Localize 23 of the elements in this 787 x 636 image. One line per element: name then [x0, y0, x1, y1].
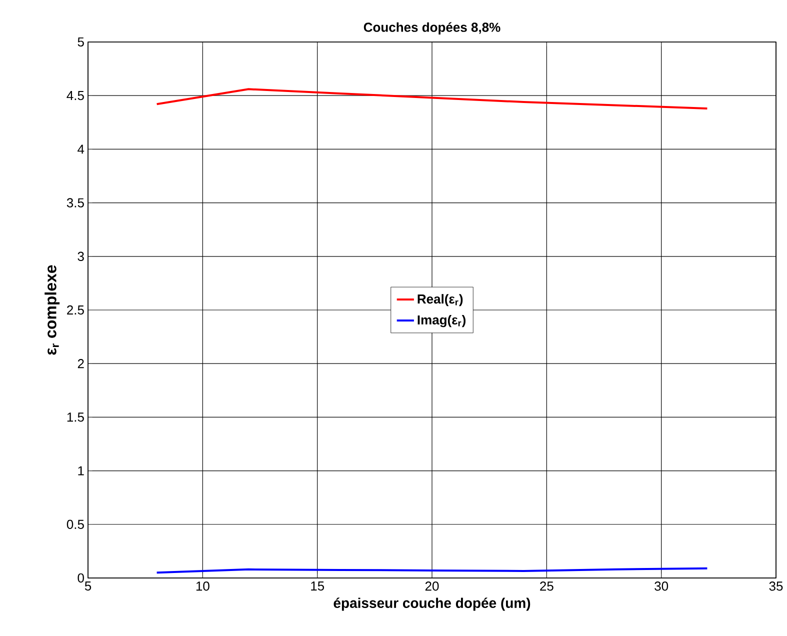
x-tick-label: 30	[654, 582, 668, 591]
x-tick-label: 5	[84, 582, 92, 591]
legend-label: Real(ε$_{r}$)	[418, 294, 463, 306]
y-tick-label: 1	[78, 466, 84, 476]
x-tick-label: 15	[311, 582, 324, 591]
x-tick-label: 10	[196, 582, 210, 591]
y-tick-label: 5	[78, 37, 84, 47]
legend-label: Imag(ε$_{r}$)	[418, 314, 466, 328]
x-tick-label: 25	[540, 582, 554, 591]
y-tick-label: 0.5	[66, 520, 84, 529]
y-tick-label: 4	[78, 144, 84, 154]
y-tick-label: 0	[78, 573, 84, 583]
y-tick-label: 2	[78, 359, 84, 368]
x-tick-label: 35	[769, 582, 783, 591]
x-tick-label: 20	[425, 582, 439, 591]
chart-title: Couches dopées 8,8%	[364, 22, 500, 34]
y-tick-label: 3.5	[66, 198, 84, 208]
x-axis-title: épaisseur couche dopée (um)	[334, 598, 530, 611]
y-axis-title: ε$_{r}$ complexe	[44, 265, 60, 355]
y-tick-label: 4.5	[66, 91, 84, 100]
y-tick-label: 1.5	[67, 412, 84, 422]
y-tick-label: 2.5	[67, 305, 84, 315]
y-tick-label: 3	[78, 252, 84, 261]
